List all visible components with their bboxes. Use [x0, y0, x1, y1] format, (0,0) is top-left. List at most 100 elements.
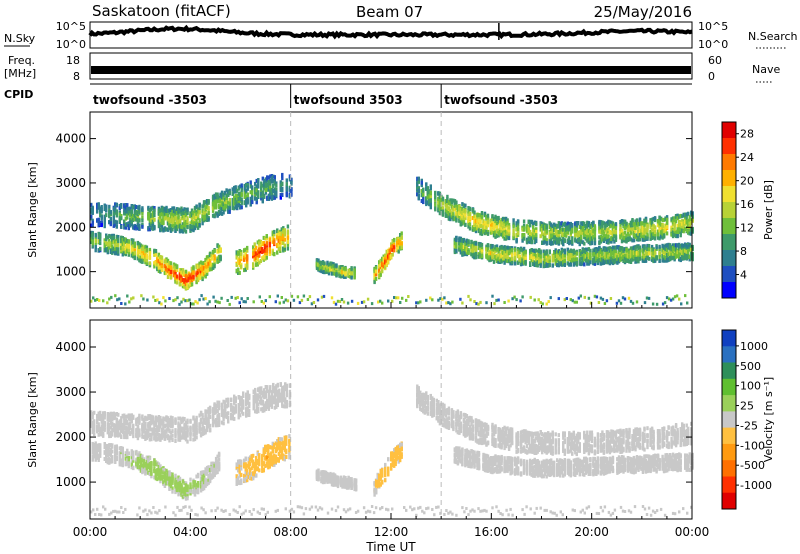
- echo-cell: [253, 251, 256, 256]
- echo-cell: [243, 257, 246, 262]
- echo-cell: [522, 255, 526, 260]
- echo-cell: [532, 221, 535, 226]
- echo-cell: [246, 261, 249, 265]
- echo-cell: [593, 226, 597, 231]
- echo-cell: [285, 188, 288, 193]
- echo-cell: [480, 247, 484, 251]
- echo-cell: [338, 265, 341, 270]
- echo-cell: [279, 186, 282, 191]
- echo-cell: [690, 220, 693, 225]
- echo-cell: [500, 258, 503, 263]
- echo-cell: [181, 208, 185, 213]
- echo-cell: [527, 239, 530, 244]
- echo-cell: [264, 190, 267, 195]
- echo-cell: [477, 223, 481, 228]
- echo-cell: [390, 247, 393, 252]
- echo-cell: [148, 222, 152, 227]
- echo-cell: [577, 238, 580, 243]
- echo-cell: [649, 220, 652, 225]
- echo-cell: [527, 219, 530, 224]
- echo-cell: [506, 218, 509, 223]
- echo-cell: [670, 232, 673, 237]
- echo-cell: [548, 255, 551, 260]
- echo-cell: [453, 250, 457, 255]
- echo-cell: [569, 224, 572, 229]
- echo-cell: [586, 231, 589, 236]
- echo-cell: [264, 236, 267, 241]
- echo-cell: [268, 243, 271, 248]
- echo-cell: [653, 230, 657, 235]
- echo-cell: [174, 221, 177, 226]
- echo-cell: [133, 225, 136, 230]
- echo-cell: [181, 222, 185, 227]
- echo-cell: [235, 269, 238, 274]
- echo-cell: [661, 231, 664, 236]
- echo-cell: [571, 240, 574, 244]
- echo-cell: [554, 240, 557, 245]
- echo-cell: [265, 234, 268, 239]
- echo-cell: [671, 234, 675, 239]
- echo-cell: [374, 269, 378, 274]
- echo-cell: [290, 192, 293, 197]
- echo-cell: [450, 198, 454, 203]
- echo-cell: [535, 263, 538, 268]
- echo-cell: [462, 239, 466, 244]
- echo-cell: [504, 219, 508, 224]
- echo-cell: [652, 228, 655, 233]
- echo-cell: [584, 236, 587, 241]
- echo-cell: [510, 256, 514, 261]
- echo-cell: [374, 272, 378, 277]
- echo-cell: [584, 249, 587, 254]
- echo-cell: [459, 222, 463, 227]
- echo-cell: [399, 239, 402, 244]
- echo-cell: [255, 245, 258, 250]
- echo-cell: [539, 263, 542, 268]
- echo-cell: [464, 216, 467, 221]
- echo-cell: [611, 255, 615, 260]
- echo-cell: [276, 229, 279, 233]
- echo-cell: [535, 236, 538, 241]
- echo-cell: [133, 207, 136, 212]
- echo-cell: [455, 203, 458, 208]
- echo-cell: [112, 211, 115, 216]
- echo-cell: [485, 251, 488, 256]
- echo-cell: [417, 176, 420, 181]
- echo-cell: [261, 241, 264, 246]
- echo-cell: [560, 256, 563, 261]
- echo-cell: [238, 253, 241, 258]
- echo-cell: [473, 255, 476, 259]
- echo-cell: [681, 214, 684, 219]
- echo-cell: [270, 176, 273, 181]
- echo-cell: [205, 271, 209, 275]
- echo-cell: [129, 206, 132, 211]
- echo-cell: [195, 219, 198, 224]
- echo-cell: [397, 249, 400, 254]
- echo-cell: [396, 236, 399, 241]
- echo-cell: [186, 285, 189, 290]
- echo-cell: [136, 226, 140, 231]
- echo-cell: [136, 250, 140, 255]
- echo-cell: [596, 255, 600, 260]
- echo-cell: [257, 184, 260, 189]
- echo-cell: [562, 237, 565, 241]
- echo-cell: [166, 227, 170, 232]
- echo-cell: [670, 217, 673, 222]
- echo-cell: [99, 207, 102, 212]
- echo-cell: [184, 209, 188, 214]
- echo-cell: [458, 211, 461, 216]
- echo-cell: [199, 260, 203, 265]
- echo-cell: [631, 227, 634, 232]
- echo-cell: [623, 230, 627, 235]
- echo-cell: [524, 252, 527, 257]
- echo-cell: [417, 193, 420, 198]
- echo-cell: [180, 228, 183, 233]
- echo-cell: [593, 251, 597, 256]
- echo-cell: [204, 264, 207, 268]
- echo-cell: [611, 245, 615, 250]
- echo-cell: [332, 262, 335, 267]
- echo-cell: [605, 233, 609, 238]
- echo-cell: [477, 218, 481, 223]
- echo-cell: [547, 259, 550, 264]
- echo-cell: [211, 196, 215, 201]
- echo-cell: [105, 248, 108, 253]
